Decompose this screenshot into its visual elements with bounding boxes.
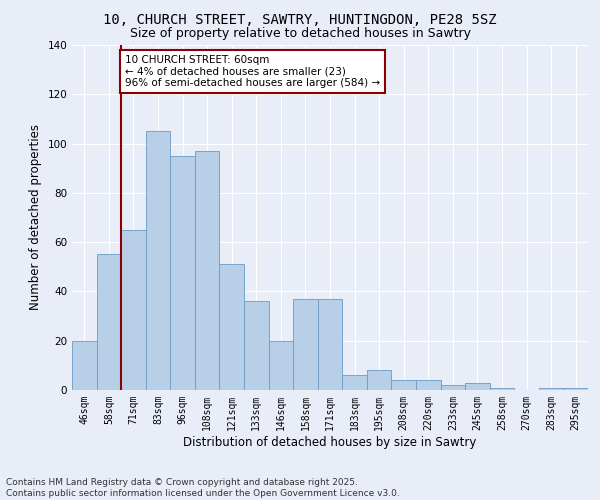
Bar (563, 388, 588, 390)
Bar (72, 340, 97, 390)
Bar (146, 131, 170, 390)
Bar (318, 299, 342, 390)
Bar (416, 380, 440, 390)
X-axis label: Distribution of detached houses by size in Sawtry: Distribution of detached houses by size … (184, 436, 476, 448)
Bar (195, 151, 220, 390)
Bar (490, 388, 514, 390)
Bar (97, 254, 121, 390)
Text: Contains HM Land Registry data © Crown copyright and database right 2025.
Contai: Contains HM Land Registry data © Crown c… (6, 478, 400, 498)
Bar (269, 340, 293, 390)
Bar (170, 156, 195, 390)
Bar (539, 388, 563, 390)
Text: 10 CHURCH STREET: 60sqm
← 4% of detached houses are smaller (23)
96% of semi-det: 10 CHURCH STREET: 60sqm ← 4% of detached… (125, 55, 380, 88)
Bar (465, 382, 490, 390)
Bar (293, 299, 318, 390)
Bar (391, 380, 416, 390)
Text: 10, CHURCH STREET, SAWTRY, HUNTINGDON, PE28 5SZ: 10, CHURCH STREET, SAWTRY, HUNTINGDON, P… (103, 12, 497, 26)
Bar (440, 385, 465, 390)
Y-axis label: Number of detached properties: Number of detached properties (29, 124, 42, 310)
Bar (121, 230, 146, 390)
Bar (220, 264, 244, 390)
Bar (367, 370, 391, 390)
Text: Size of property relative to detached houses in Sawtry: Size of property relative to detached ho… (130, 28, 470, 40)
Bar (244, 302, 269, 390)
Bar (342, 375, 367, 390)
